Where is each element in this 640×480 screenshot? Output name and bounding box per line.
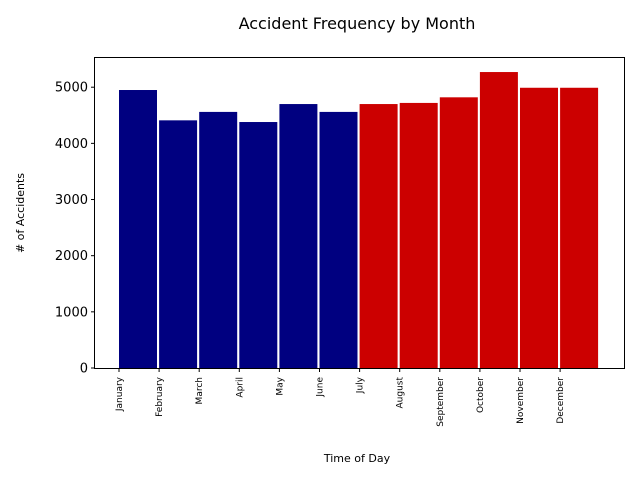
y-tick-label: 3000 [55, 193, 88, 208]
bar-may [279, 104, 318, 369]
bars [119, 72, 599, 369]
y-axis: 0 1000 2000 3000 4000 5000 [55, 81, 95, 377]
y-tick-label: 1000 [55, 305, 88, 320]
x-tick-label-january: January [115, 376, 125, 412]
x-tick-label-december: December [556, 377, 566, 424]
x-tick-label-august: August [396, 377, 406, 409]
x-tick-label-september: September [436, 377, 446, 427]
y-tick-label: 4000 [55, 137, 88, 152]
x-tick-label-july: July [356, 376, 366, 394]
x-tick-label-april: April [235, 377, 245, 398]
x-tick-label-october: October [476, 377, 486, 413]
x-tick-label-may: May [275, 376, 285, 395]
y-tick-label: 2000 [55, 249, 88, 264]
bar-april [239, 122, 278, 369]
x-tick-label-june: June [316, 377, 326, 398]
y-tick-label: 0 [80, 362, 88, 377]
bar-march [199, 111, 238, 369]
bar-february [159, 120, 198, 368]
x-tick-label-march: March [195, 377, 205, 404]
chart-title: Accident Frequency by Month [239, 14, 476, 33]
bar-august [399, 102, 438, 368]
bar-september [439, 97, 478, 369]
x-axis: January February March April May June July Augu… [115, 368, 566, 427]
bar-november [520, 87, 558, 368]
bar-july [359, 104, 398, 369]
bar-october [479, 72, 518, 368]
x-tick-label-february: February [155, 376, 165, 417]
x-axis-label: Time of Day [323, 452, 391, 465]
bar-january [119, 90, 157, 369]
y-tick-label: 5000 [55, 81, 88, 96]
bar-december [560, 87, 599, 368]
bar-june [319, 111, 358, 369]
x-tick-label-november: November [516, 377, 526, 424]
y-axis-label: # of Accidents [14, 173, 27, 253]
